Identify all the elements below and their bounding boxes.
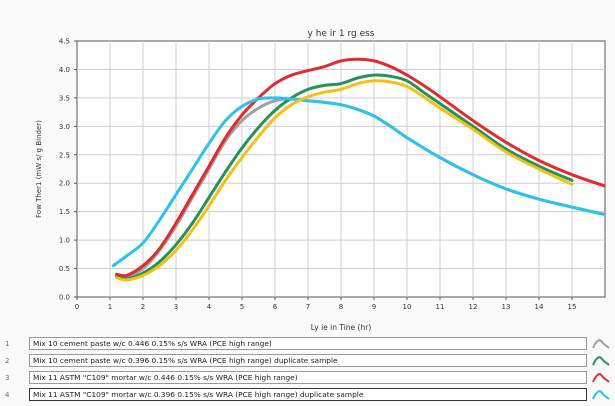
y-tick-labels: 0.0 0.5 1.0 1.5 2.0 2.5 3.0 3.5 4.0 4.5 xyxy=(59,38,70,302)
y-tick-label: 2.0 xyxy=(59,180,70,188)
legend-number: 4 xyxy=(5,391,10,399)
legend-number: 3 xyxy=(5,374,10,382)
legend: 1 Mix 10 cement paste w/c 0.446 0.15% s/s… xyxy=(0,336,615,404)
legend-swatch-icon xyxy=(592,356,610,366)
x-tick-label: 8 xyxy=(339,303,343,311)
chart: 0 1 2 3 4 5 6 7 8 9 10 11 12 13 14 15 0.00.51.01.52.02.… xyxy=(35,29,606,332)
legend-label: Mix 11 ASTM "C109" mortar w/c 0.446 0.15… xyxy=(29,371,587,384)
legend-label: Mix 10 cement paste w/c 0.396 0.15% s/s … xyxy=(29,354,587,367)
y-tick-label: 3.5 xyxy=(59,94,70,102)
legend-number: 2 xyxy=(5,357,10,365)
y-tick-label: 0.5 xyxy=(59,265,70,273)
y-tick-label: 1.0 xyxy=(59,237,70,245)
x-tick-label: 3 xyxy=(174,303,178,311)
x-tick-label: 13 xyxy=(502,303,511,311)
chart-title: y he ir 1 rg ess xyxy=(308,29,375,39)
grid-x xyxy=(76,41,573,300)
legend-label: Mix 11 ASTM "C109" mortar w/c 0.396 0.15… xyxy=(29,388,587,401)
legend-item[interactable]: 1 Mix 10 cement paste w/c 0.446 0.15% s/s… xyxy=(0,336,615,353)
y-axis-label: Fow Ther1 (mW s/ g Binder) xyxy=(35,120,43,218)
y-tick-label: 1.5 xyxy=(59,208,70,216)
series-line-2 xyxy=(115,73,574,281)
legend-swatch-icon xyxy=(592,373,610,383)
x-tick-label: 5 xyxy=(240,303,244,311)
series-line-4 xyxy=(111,96,605,268)
y-tick-label: 4.5 xyxy=(59,38,70,46)
x-tick-label: 12 xyxy=(469,303,478,311)
legend-item[interactable]: 4 Mix 11 ASTM "C109" mortar w/c 0.396 0.1… xyxy=(0,387,615,404)
x-tick-label: 14 xyxy=(535,303,544,311)
series-line-5 xyxy=(115,79,574,282)
x-tick-label: 0 xyxy=(75,303,79,311)
x-tick-label: 11 xyxy=(436,303,445,311)
y-tick-label: 2.5 xyxy=(59,151,70,159)
x-tick-label: 2 xyxy=(141,303,145,311)
series-layer xyxy=(111,57,605,282)
x-tick-label: 6 xyxy=(273,303,278,311)
y-tick-label: 4.0 xyxy=(59,66,70,74)
y-tick-label: 3.0 xyxy=(59,123,70,131)
series-line-3 xyxy=(115,57,605,278)
legend-label: Mix 10 cement paste w/c 0.446 0.15% s/s … xyxy=(29,337,587,350)
x-axis-label: Ly ie in Tine (hr) xyxy=(311,323,372,332)
legend-swatch-icon xyxy=(592,339,610,349)
x-tick-label: 4 xyxy=(207,303,212,311)
x-tick-label: 7 xyxy=(306,303,310,311)
x-tick-label: 1 xyxy=(108,303,112,311)
legend-item[interactable]: 3 Mix 11 ASTM "C109" mortar w/c 0.446 0.1… xyxy=(0,370,615,387)
y-tick-label: 0.0 xyxy=(59,294,70,302)
x-tick-label: 10 xyxy=(403,303,412,311)
legend-number: 1 xyxy=(5,340,10,348)
legend-swatch-icon xyxy=(592,390,610,400)
legend-item[interactable]: 2 Mix 10 cement paste w/c 0.396 0.15% s/s… xyxy=(0,353,615,370)
x-tick-label: 9 xyxy=(372,303,376,311)
x-tick-label: 15 xyxy=(568,303,577,311)
x-tick-labels: 0 1 2 3 4 5 6 7 8 9 10 11 12 13 14 15 xyxy=(75,303,577,311)
